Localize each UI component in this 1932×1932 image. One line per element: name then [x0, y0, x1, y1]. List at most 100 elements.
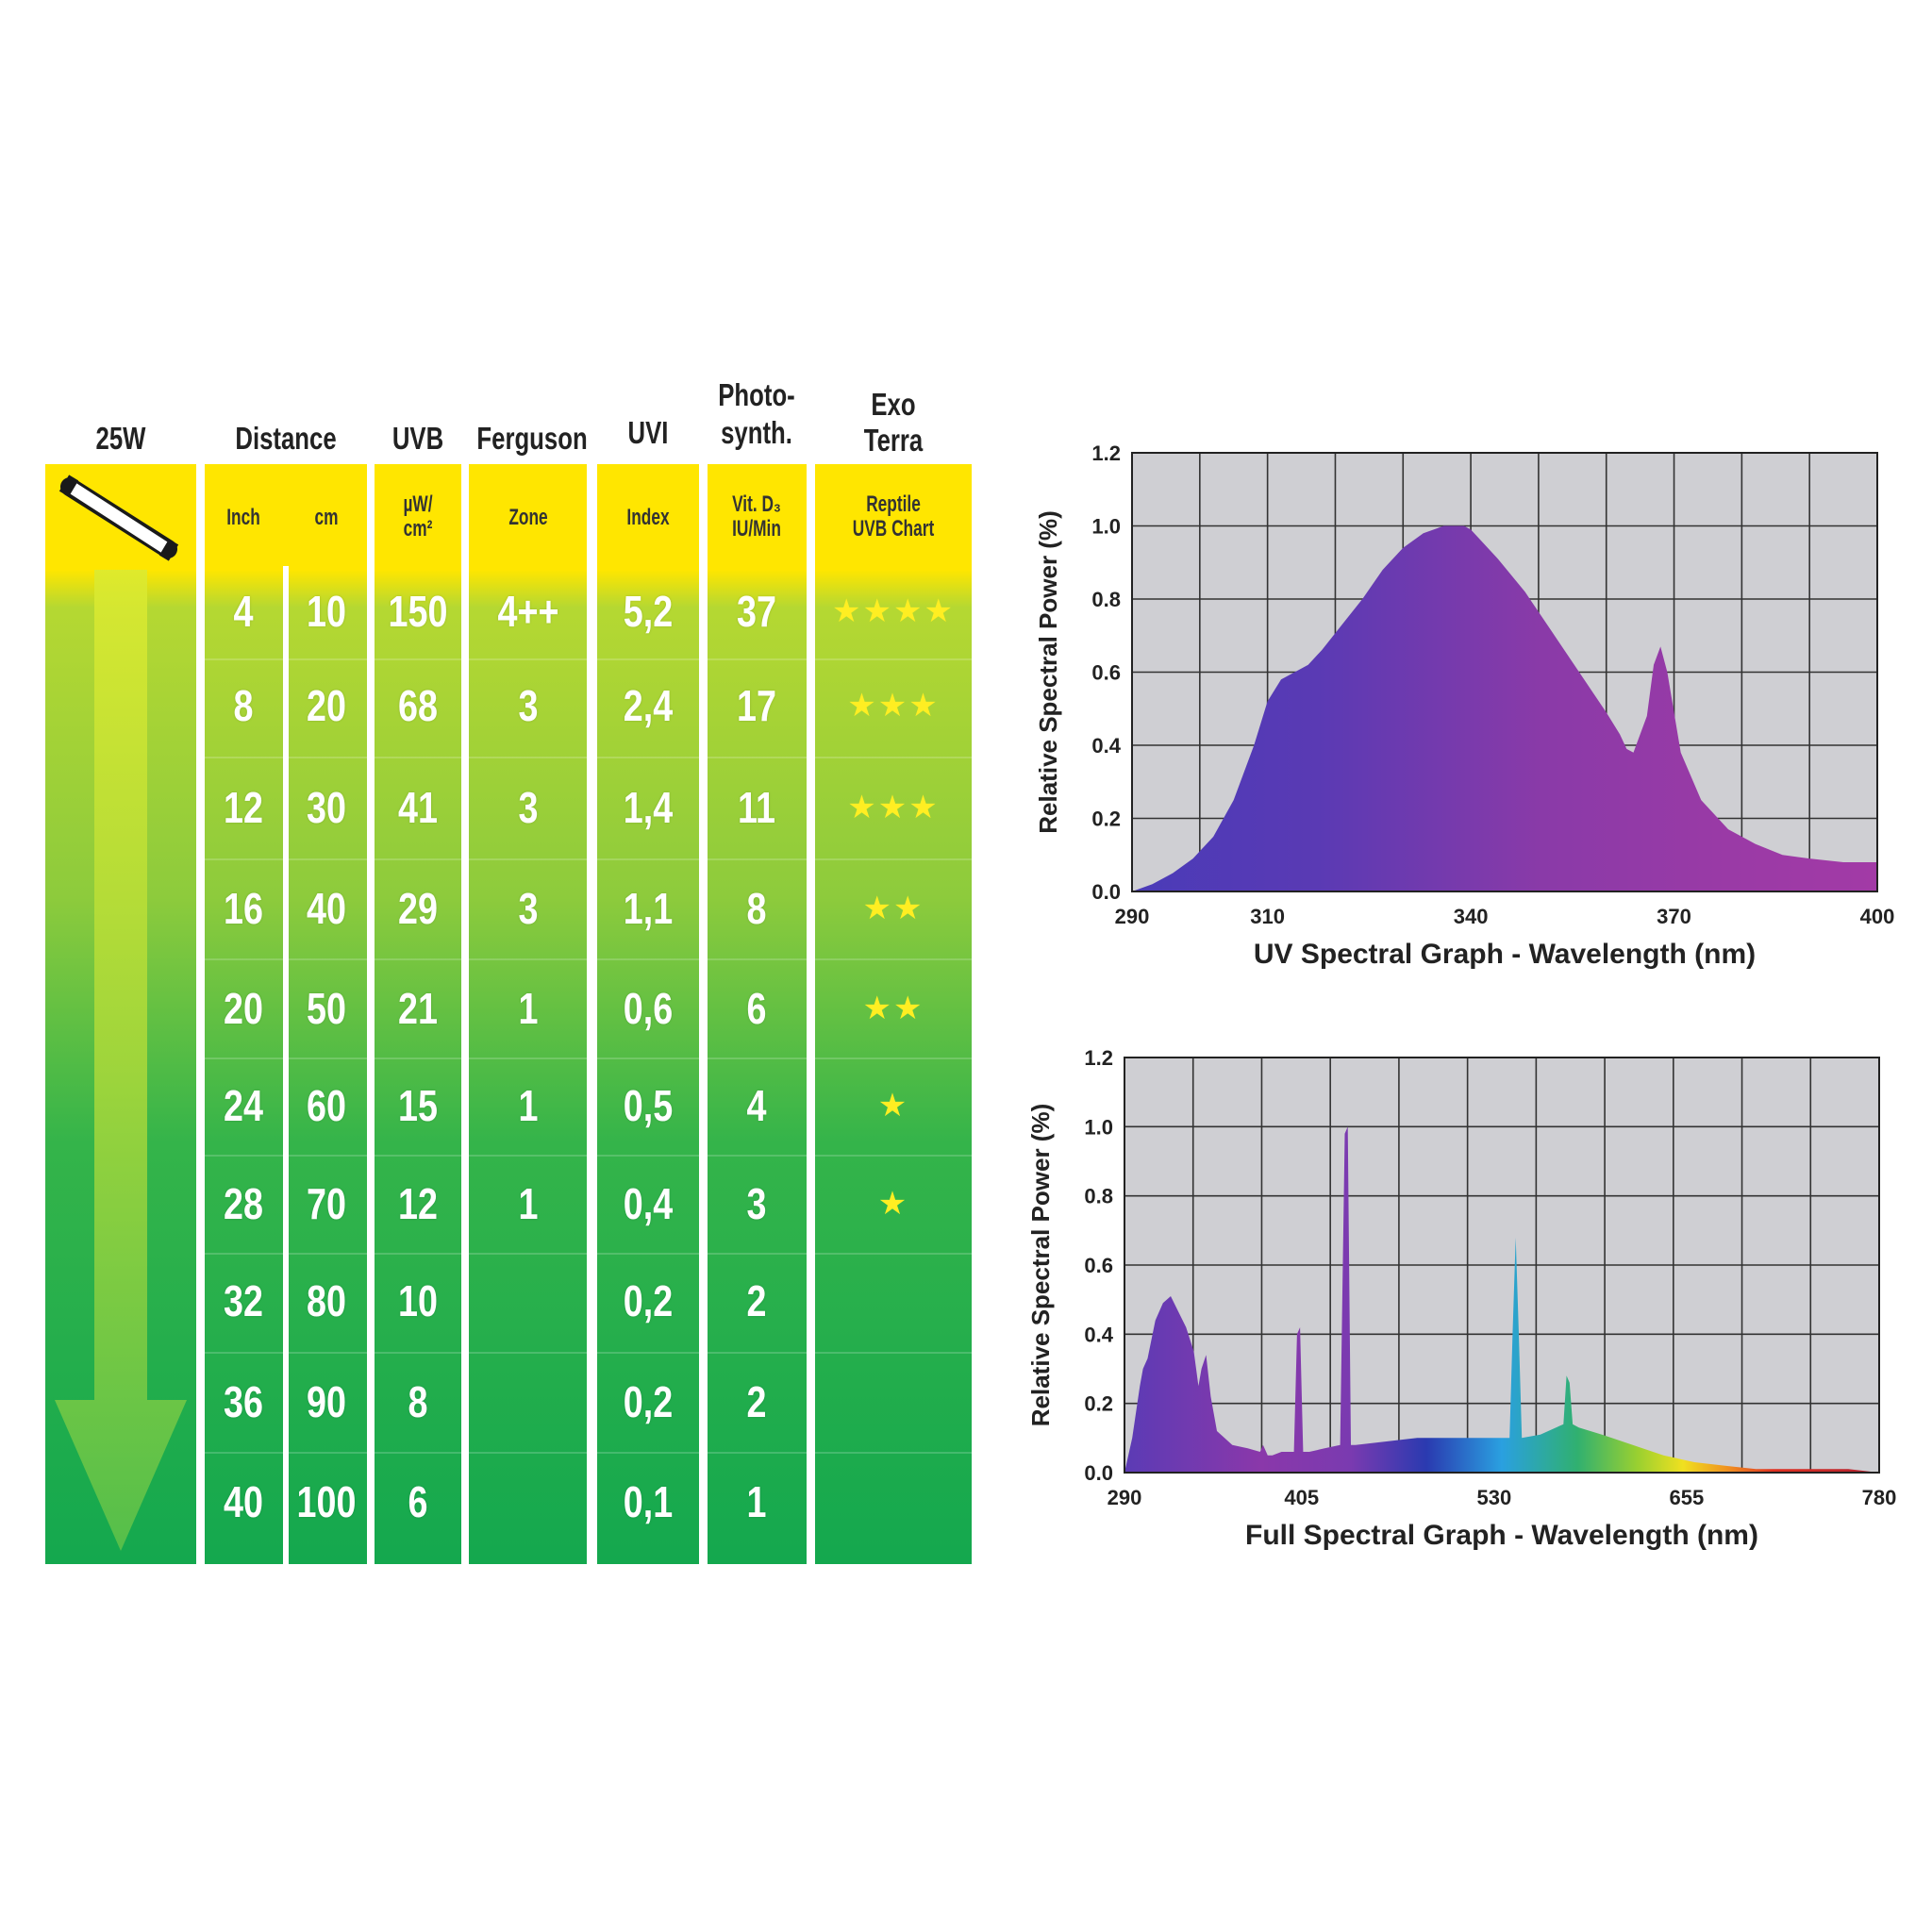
- uv-spectral-chart: 0.0 0.2 0.4 0.6 0.8 1.0 1.2 290 310 340 370 400 UV S…: [1034, 441, 1894, 970]
- distance-header: Distance: [235, 421, 337, 456]
- uv-lamp-tube-icon: [58, 475, 179, 561]
- row-divider: [815, 1155, 972, 1157]
- row-divider: [375, 658, 461, 660]
- reptile-uvb-rating-stars: ★★: [862, 991, 924, 1026]
- row-divider: [205, 1155, 367, 1157]
- row-divider: [597, 1351, 699, 1354]
- reptile-uvb-rating-stars: ★★★★: [832, 593, 955, 629]
- x-axis-label: Full Spectral Graph - Wavelength (nm): [1245, 1520, 1758, 1551]
- cell-cm: 60: [307, 1081, 346, 1130]
- reptile-uvb-rating-stars: ★: [877, 1186, 909, 1222]
- row-divider: [375, 1057, 461, 1059]
- row-divider: [597, 958, 699, 960]
- cell-inch: 8: [233, 681, 254, 730]
- cell-uvb: 29: [398, 884, 438, 933]
- reptile-uvb-rating-stars: ★: [877, 1088, 909, 1124]
- cell-uvi: 0,1: [623, 1477, 674, 1526]
- column-bg-ferguson: [469, 464, 587, 1564]
- y-tick-label: 0.6: [1091, 661, 1121, 685]
- cell-inch: 4: [233, 587, 254, 636]
- row-divider: [205, 1057, 367, 1059]
- cell-uvi: 0,2: [623, 1377, 674, 1426]
- x-tick-label: 290: [1108, 1486, 1142, 1509]
- cell-uvb: 12: [398, 1179, 438, 1228]
- cell-vitd: 2: [746, 1377, 767, 1426]
- y-tick-label: 0.6: [1084, 1254, 1113, 1277]
- row-divider: [815, 1057, 972, 1059]
- row-divider: [815, 958, 972, 960]
- cell-zone: 3: [518, 884, 539, 933]
- x-tick-label: 340: [1454, 905, 1489, 928]
- x-tick-label: 780: [1862, 1486, 1897, 1509]
- y-tick-label: 0.4: [1091, 734, 1121, 758]
- cell-cm: 30: [307, 783, 346, 832]
- x-tick-label: 310: [1250, 905, 1285, 928]
- column-bg-uvb: [375, 464, 461, 1564]
- row-divider: [205, 1351, 367, 1354]
- row-divider: [708, 757, 807, 758]
- x-tick-label: 530: [1476, 1486, 1511, 1509]
- row-divider: [597, 1452, 699, 1454]
- y-tick-label: 0.4: [1084, 1323, 1113, 1346]
- uvb-header: UVB: [391, 421, 444, 456]
- cell-zone: 1: [518, 1081, 539, 1130]
- x-axis-label: UV Spectral Graph - Wavelength (nm): [1254, 939, 1756, 970]
- row-divider: [375, 757, 461, 758]
- row-divider: [815, 858, 972, 860]
- y-tick-label: 0.8: [1091, 588, 1121, 611]
- row-divider: [469, 958, 587, 960]
- row-divider: [597, 1057, 699, 1059]
- distance-down-arrow-icon: [55, 570, 187, 1551]
- cell-vitd: 8: [746, 884, 767, 933]
- cell-uvb: 8: [408, 1377, 428, 1426]
- row-divider: [597, 658, 699, 660]
- cell-uvi: 5,2: [623, 587, 674, 636]
- column-bg-exo: [815, 464, 972, 1564]
- x-tick-label: 290: [1115, 905, 1150, 928]
- column-bg-uvi: [597, 464, 699, 1564]
- photosynth-header-line1: Photo-: [718, 377, 795, 412]
- row-divider: [375, 958, 461, 960]
- row-divider: [205, 658, 367, 660]
- cell-zone: 4++: [497, 587, 559, 636]
- full-spectral-chart: 0.0 0.2 0.4 0.6 0.8 1.0 1.2 290 405 530 655 780 Full…: [1026, 1046, 1897, 1551]
- plot-frame: [1124, 1057, 1880, 1474]
- row-divider: [205, 858, 367, 860]
- cell-zone: 1: [518, 984, 539, 1033]
- index-subheader: Index: [626, 505, 670, 530]
- row-divider: [708, 958, 807, 960]
- cell-zone: 3: [518, 681, 539, 730]
- cm-subheader: cm: [314, 505, 339, 530]
- cell-uvi: 1,1: [623, 884, 674, 933]
- cell-cm: 80: [307, 1276, 346, 1325]
- spectrum-area: [1132, 525, 1877, 891]
- cell-vitd: 2: [746, 1276, 767, 1325]
- row-divider: [815, 1351, 972, 1354]
- y-tick-label: 0.2: [1091, 808, 1121, 831]
- cell-inch: 32: [224, 1276, 263, 1325]
- row-divider: [597, 858, 699, 860]
- row-divider: [815, 658, 972, 660]
- vitd-line1: Vit. D₃: [732, 491, 781, 517]
- y-tick-label: 1.0: [1091, 515, 1121, 539]
- column-bg-photo: [708, 464, 807, 1564]
- row-divider: [469, 757, 587, 758]
- exo-terra-header-line1: Exo: [871, 387, 916, 422]
- lamp-header: 25W: [95, 421, 146, 456]
- distance-divider: [283, 566, 289, 1564]
- cell-vitd: 6: [746, 984, 767, 1033]
- reptile-chart-line2: UVB Chart: [852, 516, 935, 541]
- cell-uvi: 0,4: [623, 1179, 674, 1228]
- exo-terra-header-line2: Terra: [863, 423, 924, 458]
- reptile-chart-line1: Reptile: [866, 491, 921, 517]
- row-divider: [375, 1452, 461, 1454]
- y-tick-label: 0.0: [1091, 880, 1121, 904]
- row-divider: [708, 1252, 807, 1255]
- plot-frame: [1131, 452, 1878, 892]
- y-tick-label: 1.2: [1084, 1046, 1113, 1070]
- y-tick-label: 0.2: [1084, 1392, 1113, 1416]
- cell-inch: 12: [224, 783, 263, 832]
- cell-vitd: 37: [737, 587, 776, 636]
- cell-uvb: 21: [398, 984, 438, 1033]
